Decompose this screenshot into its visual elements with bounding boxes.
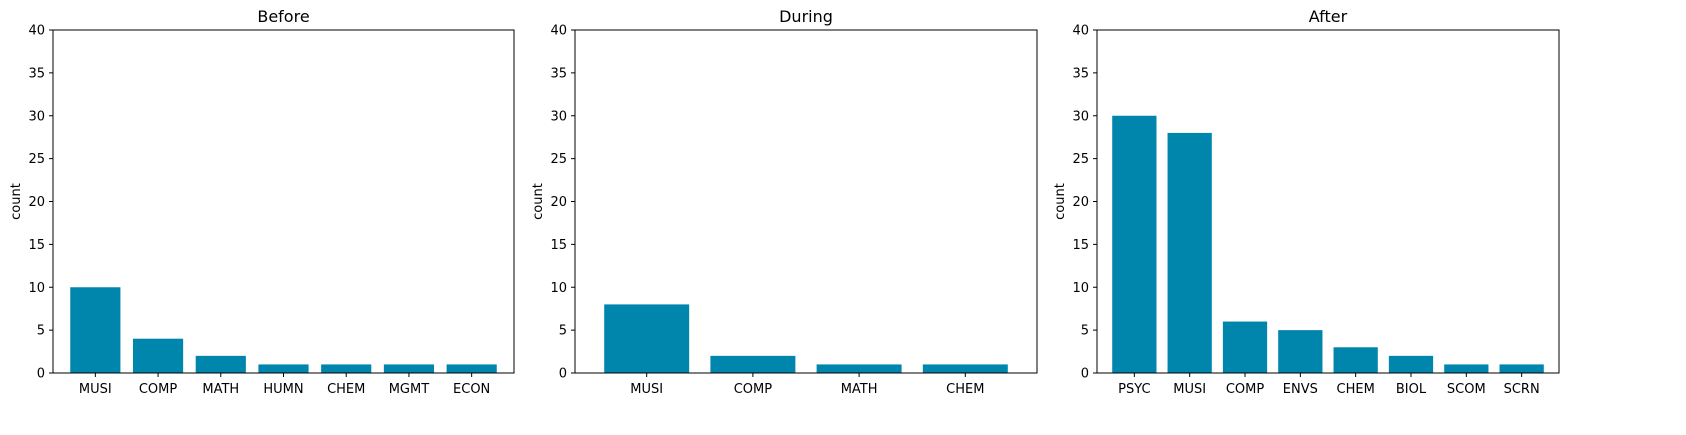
x-tick-label: CHEM xyxy=(327,382,365,397)
y-tick-label: 25 xyxy=(1072,152,1089,167)
bar xyxy=(446,364,497,373)
x-tick-label: MGMT xyxy=(389,382,430,397)
y-axis-label: count xyxy=(531,183,546,220)
y-tick-label: 40 xyxy=(28,24,45,39)
x-tick-label: ENVS xyxy=(1283,382,1318,397)
y-tick-label: 5 xyxy=(559,324,567,339)
bar xyxy=(1112,115,1157,373)
y-tick-label: 10 xyxy=(550,281,567,296)
x-tick-label: HUMN xyxy=(263,382,303,397)
x-tick-label: PSYC xyxy=(1118,382,1150,397)
axes-frame xyxy=(1096,29,1560,374)
bar xyxy=(1444,364,1489,373)
y-tick-label: 20 xyxy=(550,195,567,210)
bar xyxy=(1499,364,1544,373)
x-tick-label: SCOM xyxy=(1447,382,1486,397)
y-tick-label: 10 xyxy=(1072,281,1089,296)
y-tick-label: 20 xyxy=(28,195,45,210)
x-tick-label: CHEM xyxy=(1337,382,1375,397)
y-tick-label: 30 xyxy=(1072,109,1089,124)
bar xyxy=(1278,330,1323,373)
bar xyxy=(1167,132,1212,373)
x-tick-label: SCRN xyxy=(1504,382,1540,397)
x-tick-label: ECON xyxy=(453,382,490,397)
bar xyxy=(604,304,690,373)
y-tick-label: 0 xyxy=(37,367,45,382)
y-tick-label: 30 xyxy=(550,109,567,124)
y-tick-label: 5 xyxy=(37,324,45,339)
bar xyxy=(383,364,435,373)
bar xyxy=(922,364,1008,373)
x-tick-label: CHEM xyxy=(946,382,984,397)
x-tick-label: COMP xyxy=(734,382,773,397)
y-tick-label: 10 xyxy=(28,281,45,296)
subplot-title: During xyxy=(779,7,833,26)
y-tick-label: 15 xyxy=(550,238,567,253)
axes-frame xyxy=(52,29,515,374)
x-tick-label: MUSI xyxy=(1173,382,1206,397)
y-tick-label: 0 xyxy=(1081,367,1089,382)
x-tick-label: BIOL xyxy=(1396,382,1427,397)
bar xyxy=(70,287,121,373)
plot-area: MUSI COMP MATH HUMN CHEM MGMT ECON 0 5 10 15 20 25 30… xyxy=(28,24,515,397)
x-tick-label: MATH xyxy=(202,382,239,397)
bar xyxy=(710,355,796,373)
bar xyxy=(1222,321,1268,373)
y-tick-label: 20 xyxy=(1072,195,1089,210)
bar xyxy=(1388,355,1434,373)
bar xyxy=(195,355,246,373)
subplot-after: After count PSYC MUSI COMP ENVS CHEM BIOL SCOM… xyxy=(1053,7,1560,397)
x-tick-label: MATH xyxy=(841,382,878,397)
y-tick-label: 35 xyxy=(1072,66,1089,81)
subplot-title: After xyxy=(1309,7,1348,26)
y-tick-label: 40 xyxy=(550,24,567,39)
plot-area: PSYC MUSI COMP ENVS CHEM BIOL SCOM SCRN 0 5 10 15 20… xyxy=(1072,24,1560,397)
bar xyxy=(816,364,902,373)
y-tick-label: 15 xyxy=(1072,238,1089,253)
y-axis-label: count xyxy=(1053,183,1068,220)
subplot-before: Before count MUSI COMP MATH HUMN CHEM MGMT ECO… xyxy=(9,7,515,397)
plot-area: MUSI COMP MATH CHEM 0 5 10 15 20 25 30 35 40 xyxy=(550,24,1038,397)
y-tick-label: 35 xyxy=(28,66,45,81)
subplot-title: Before xyxy=(257,7,309,26)
x-tick-label: COMP xyxy=(139,382,178,397)
y-axis-label: count xyxy=(9,183,24,220)
bar xyxy=(132,338,184,373)
x-tick-label: MUSI xyxy=(79,382,112,397)
y-tick-label: 25 xyxy=(550,152,567,167)
y-tick-label: 30 xyxy=(28,109,45,124)
subplot-during: During count MUSI COMP MATH CHEM 0 5 10 15 20 25 3… xyxy=(531,7,1038,397)
bar xyxy=(1333,347,1378,373)
x-tick-label: COMP xyxy=(1226,382,1265,397)
y-tick-label: 0 xyxy=(559,367,567,382)
y-tick-label: 15 xyxy=(28,238,45,253)
axes-frame xyxy=(574,29,1038,374)
y-tick-label: 40 xyxy=(1072,24,1089,39)
y-tick-label: 5 xyxy=(1081,324,1089,339)
y-tick-label: 35 xyxy=(550,66,567,81)
x-tick-label: MUSI xyxy=(630,382,663,397)
bar xyxy=(258,364,309,373)
y-tick-label: 25 xyxy=(28,152,45,167)
bar xyxy=(321,364,372,373)
